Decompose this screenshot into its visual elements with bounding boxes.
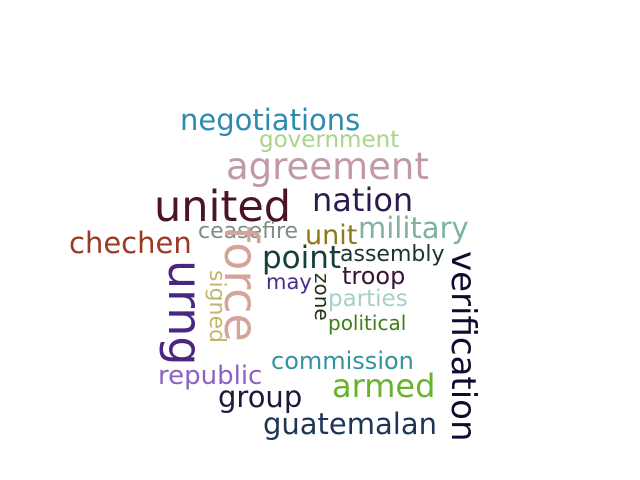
word-nation: nation: [312, 181, 414, 219]
word-ceasefire: ceasefire: [198, 219, 299, 244]
word-republic: republic: [158, 361, 263, 391]
word-negotiations: negotiations: [180, 103, 361, 137]
word-assembly: assembly: [340, 242, 445, 267]
word-unit: unit: [305, 220, 358, 251]
word-urng: urng: [158, 260, 212, 366]
word-armed: armed: [332, 367, 436, 405]
word-troop: troop: [342, 262, 406, 290]
word-military: military: [358, 211, 469, 245]
word-point: point: [262, 240, 342, 276]
word-agreement: agreement: [226, 145, 429, 188]
word-force: force: [214, 226, 268, 342]
word-government: government: [259, 127, 400, 153]
word-may: may: [266, 270, 312, 294]
word-commission: commission: [271, 347, 414, 375]
word-political: political: [328, 311, 407, 335]
word-chechen: chechen: [69, 226, 192, 260]
word-verification: verification: [443, 251, 483, 442]
word-guatemalan: guatemalan: [263, 407, 437, 441]
word-zone: zone: [310, 273, 334, 321]
word-united: united: [154, 182, 292, 232]
word-group: group: [218, 380, 303, 414]
word-parties: parties: [328, 286, 408, 312]
